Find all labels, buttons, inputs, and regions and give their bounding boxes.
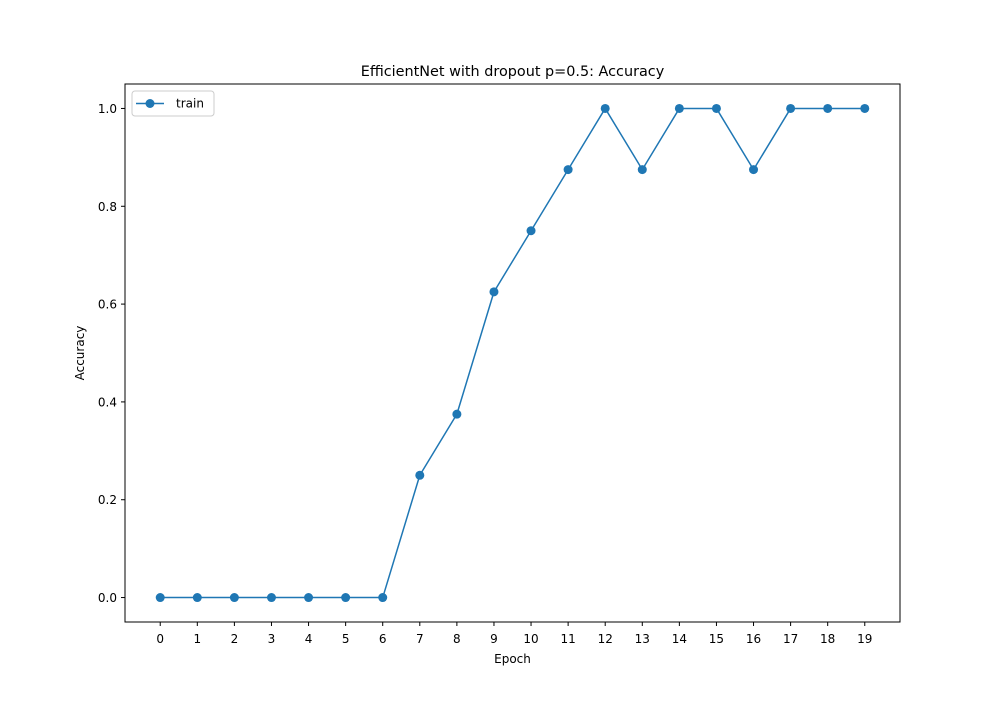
- data-point: [266, 593, 276, 603]
- data-point: [711, 103, 721, 113]
- data-point: [192, 593, 202, 603]
- y-tick-label: 0.8: [98, 200, 117, 214]
- data-point: [749, 165, 759, 175]
- data-point: [155, 593, 165, 603]
- y-axis: 0.0 0.2 0.4 0.6 0.8 1.0: [98, 102, 125, 605]
- legend-label-train: train: [176, 97, 204, 111]
- x-axis-label: Epoch: [494, 652, 531, 666]
- data-point: [304, 593, 314, 603]
- data-point: [415, 470, 425, 480]
- x-tick-label: 6: [379, 632, 387, 646]
- x-tick-label: 15: [709, 632, 724, 646]
- legend-series-marker: [145, 99, 155, 108]
- plot-area: [125, 84, 900, 622]
- y-tick-label: 1.0: [98, 102, 117, 116]
- x-tick-label: 10: [523, 632, 538, 646]
- series-layer: [155, 103, 870, 603]
- axes-frame: [124, 83, 901, 623]
- y-axis-label: Accuracy: [73, 326, 87, 381]
- x-tick-label: 7: [416, 632, 424, 646]
- data-point: [860, 103, 870, 113]
- x-tick-label: 2: [231, 632, 239, 646]
- legend-box: [131, 90, 215, 117]
- data-point: [526, 226, 536, 236]
- data-point: [341, 593, 351, 603]
- series-line-train: [160, 107, 865, 599]
- data-point: [229, 593, 239, 603]
- x-tick-label: 0: [156, 632, 164, 646]
- chart-title: EfficientNet with dropout p=0.5: Accurac…: [361, 64, 665, 80]
- y-tick-label: 0.6: [98, 298, 117, 312]
- x-tick-label: 13: [635, 632, 650, 646]
- x-tick-label: 9: [490, 632, 498, 646]
- x-tick-label: 4: [305, 632, 313, 646]
- x-tick-label: 8: [453, 632, 461, 646]
- data-point: [452, 409, 462, 419]
- data-point: [489, 287, 499, 297]
- data-point: [563, 165, 573, 175]
- x-tick-label: 1: [193, 632, 201, 646]
- x-tick-label: 19: [857, 632, 872, 646]
- data-point: [637, 165, 647, 175]
- x-tick-label: 16: [746, 632, 761, 646]
- x-tick-label: 3: [268, 632, 276, 646]
- data-point: [378, 593, 388, 603]
- data-point: [600, 103, 610, 113]
- x-tick-label: 14: [672, 632, 687, 646]
- x-tick-label: 5: [342, 632, 350, 646]
- axes-background: [125, 84, 900, 622]
- y-tick-label: 0.0: [98, 591, 117, 605]
- data-point: [786, 103, 796, 113]
- x-tick-label: 17: [783, 632, 798, 646]
- x-tick-label: 11: [560, 632, 575, 646]
- x-tick-label: 18: [820, 632, 835, 646]
- x-axis: 0 1 2 3 4 5 6 7 8 9 10 11 12 13 14 15 16 17 18 19: [156, 622, 872, 646]
- data-point: [823, 103, 833, 113]
- y-tick-label: 0.4: [98, 395, 117, 409]
- data-point: [674, 103, 684, 113]
- y-tick-label: 0.2: [98, 493, 117, 507]
- x-tick-label: 12: [598, 632, 613, 646]
- legend: train: [131, 90, 215, 117]
